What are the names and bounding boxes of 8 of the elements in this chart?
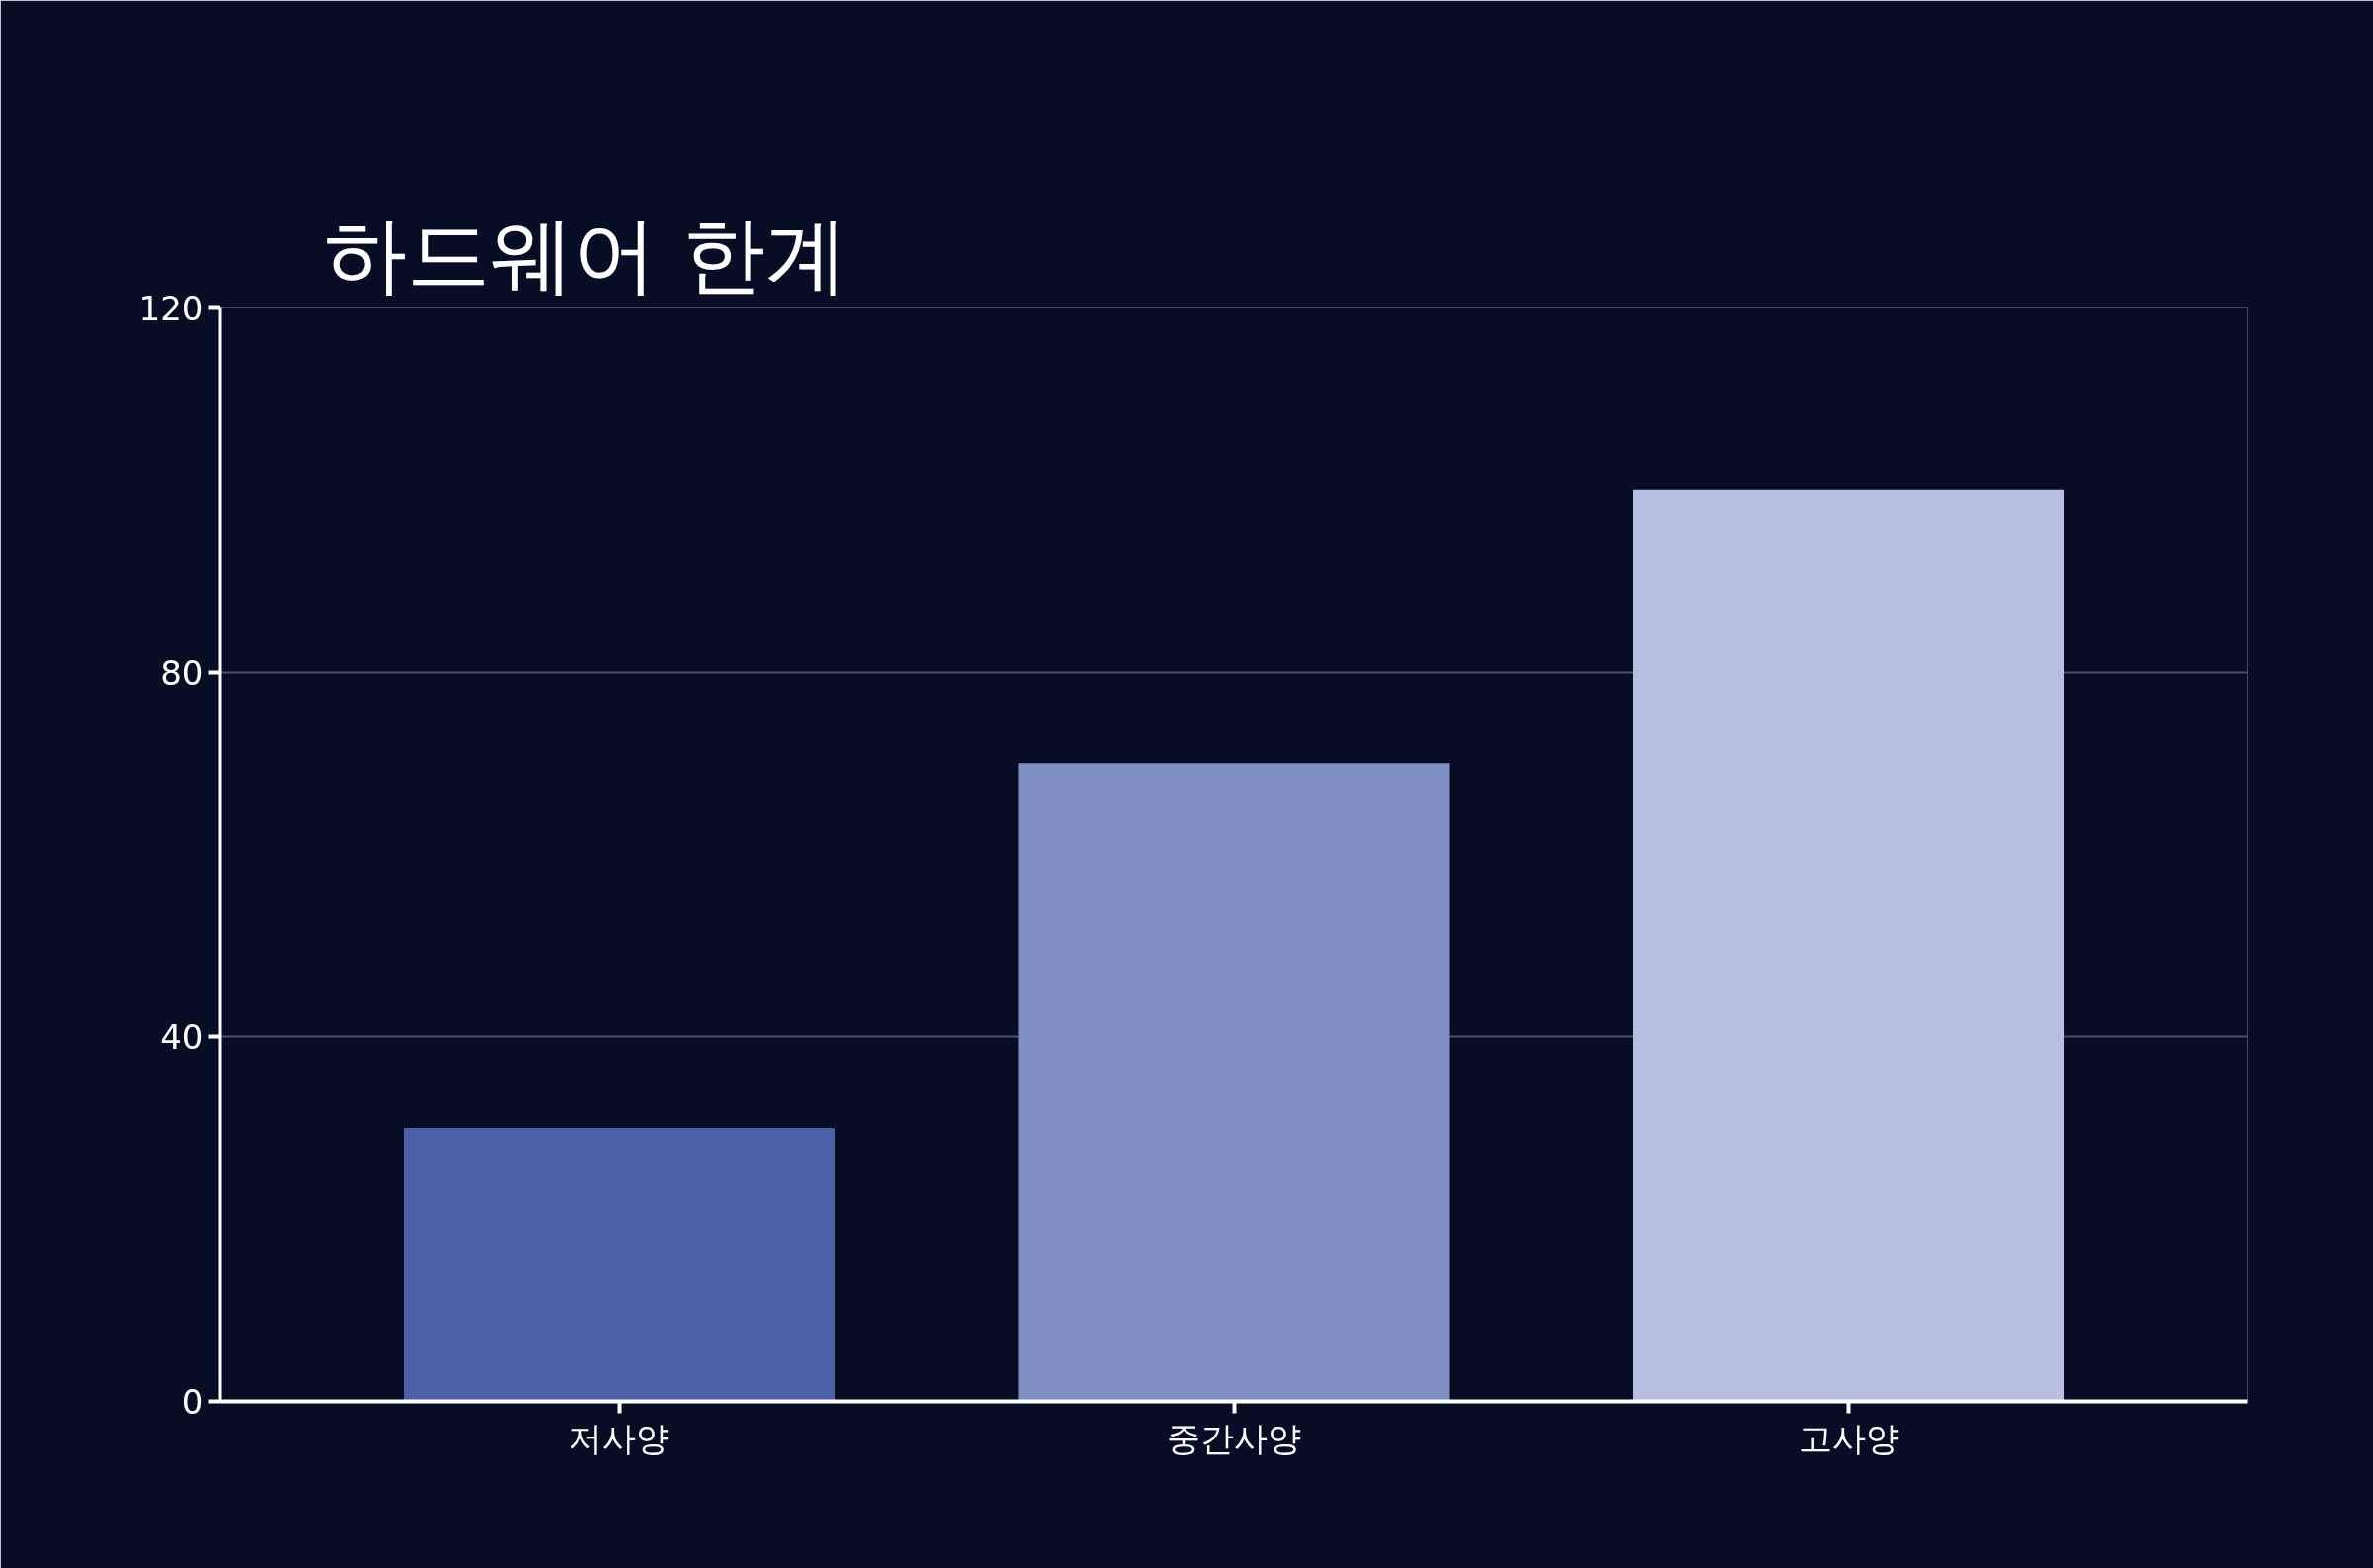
x-tick-label: 고사양 — [1798, 1418, 1899, 1458]
y-tick-label: 40 — [160, 1017, 204, 1058]
x-tick-label: 중간사양 — [1167, 1418, 1301, 1458]
x-tick-label: 저사양 — [569, 1418, 670, 1458]
y-tick-label: 0 — [181, 1382, 204, 1422]
y-tick-label: 80 — [160, 653, 204, 693]
chart-title: 하드웨어 한계 — [323, 206, 849, 304]
y-tick-label: 120 — [138, 289, 204, 328]
